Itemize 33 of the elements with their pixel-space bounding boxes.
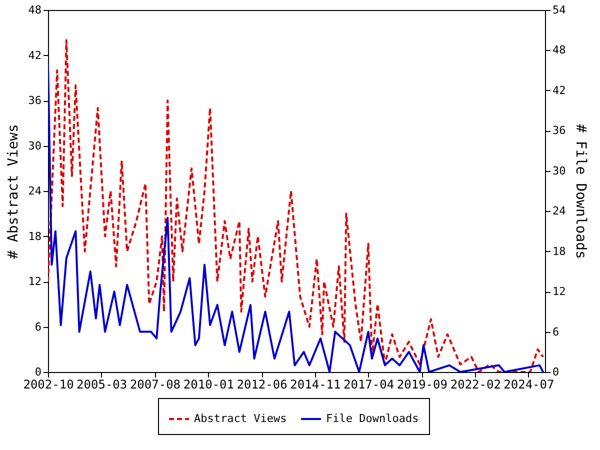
x-tick-label: 2019-09 [396,378,448,392]
y-tick-label: 36 [28,94,42,107]
y2-tick-label: 24 [552,204,566,218]
y-tick-label: 42 [28,48,42,62]
y-tick-label: 48 [28,4,42,16]
y-tick-label: 30 [28,139,42,152]
y2-tick-label: 30 [552,164,566,178]
legend-label: Abstract Views [194,412,287,425]
legend-label: File Downloads [326,412,419,425]
y2-tick-label: 6 [552,325,560,338]
y2-tick-label: 48 [552,44,566,57]
y2-tick-label: 42 [552,84,566,97]
y-tick-label: 0 [34,366,42,378]
x-tick-label: 2017-04 [343,378,394,392]
y2-tick-label: 12 [552,285,566,298]
x-tick-label: 2002-10 [23,378,74,392]
y-tick-label: 24 [28,184,42,198]
y2-tick-label: 36 [552,124,566,138]
x-tick-label: 2005-03 [76,378,128,392]
y-tick-label: 12 [28,275,42,288]
x-tick-label: 2007-08 [130,378,181,392]
x-tick-label: 2012-06 [236,378,288,392]
y2-tick-label: 54 [552,4,566,16]
y2-tick-label: 0 [552,366,560,378]
x-tick-label: 2022-02 [450,378,501,392]
x-tick-label: 2010-01 [183,378,234,392]
y-tick-label: 18 [28,230,42,243]
y-axis-title: # Abstract Views [5,124,22,259]
y-tick-label: 6 [34,320,42,334]
y2-axis-title: # File Downloads [572,124,589,259]
x-tick-label: 2024-07 [504,378,554,392]
y2-tick-label: 18 [552,244,566,258]
x-tick-label: 2014-11 [290,378,341,392]
